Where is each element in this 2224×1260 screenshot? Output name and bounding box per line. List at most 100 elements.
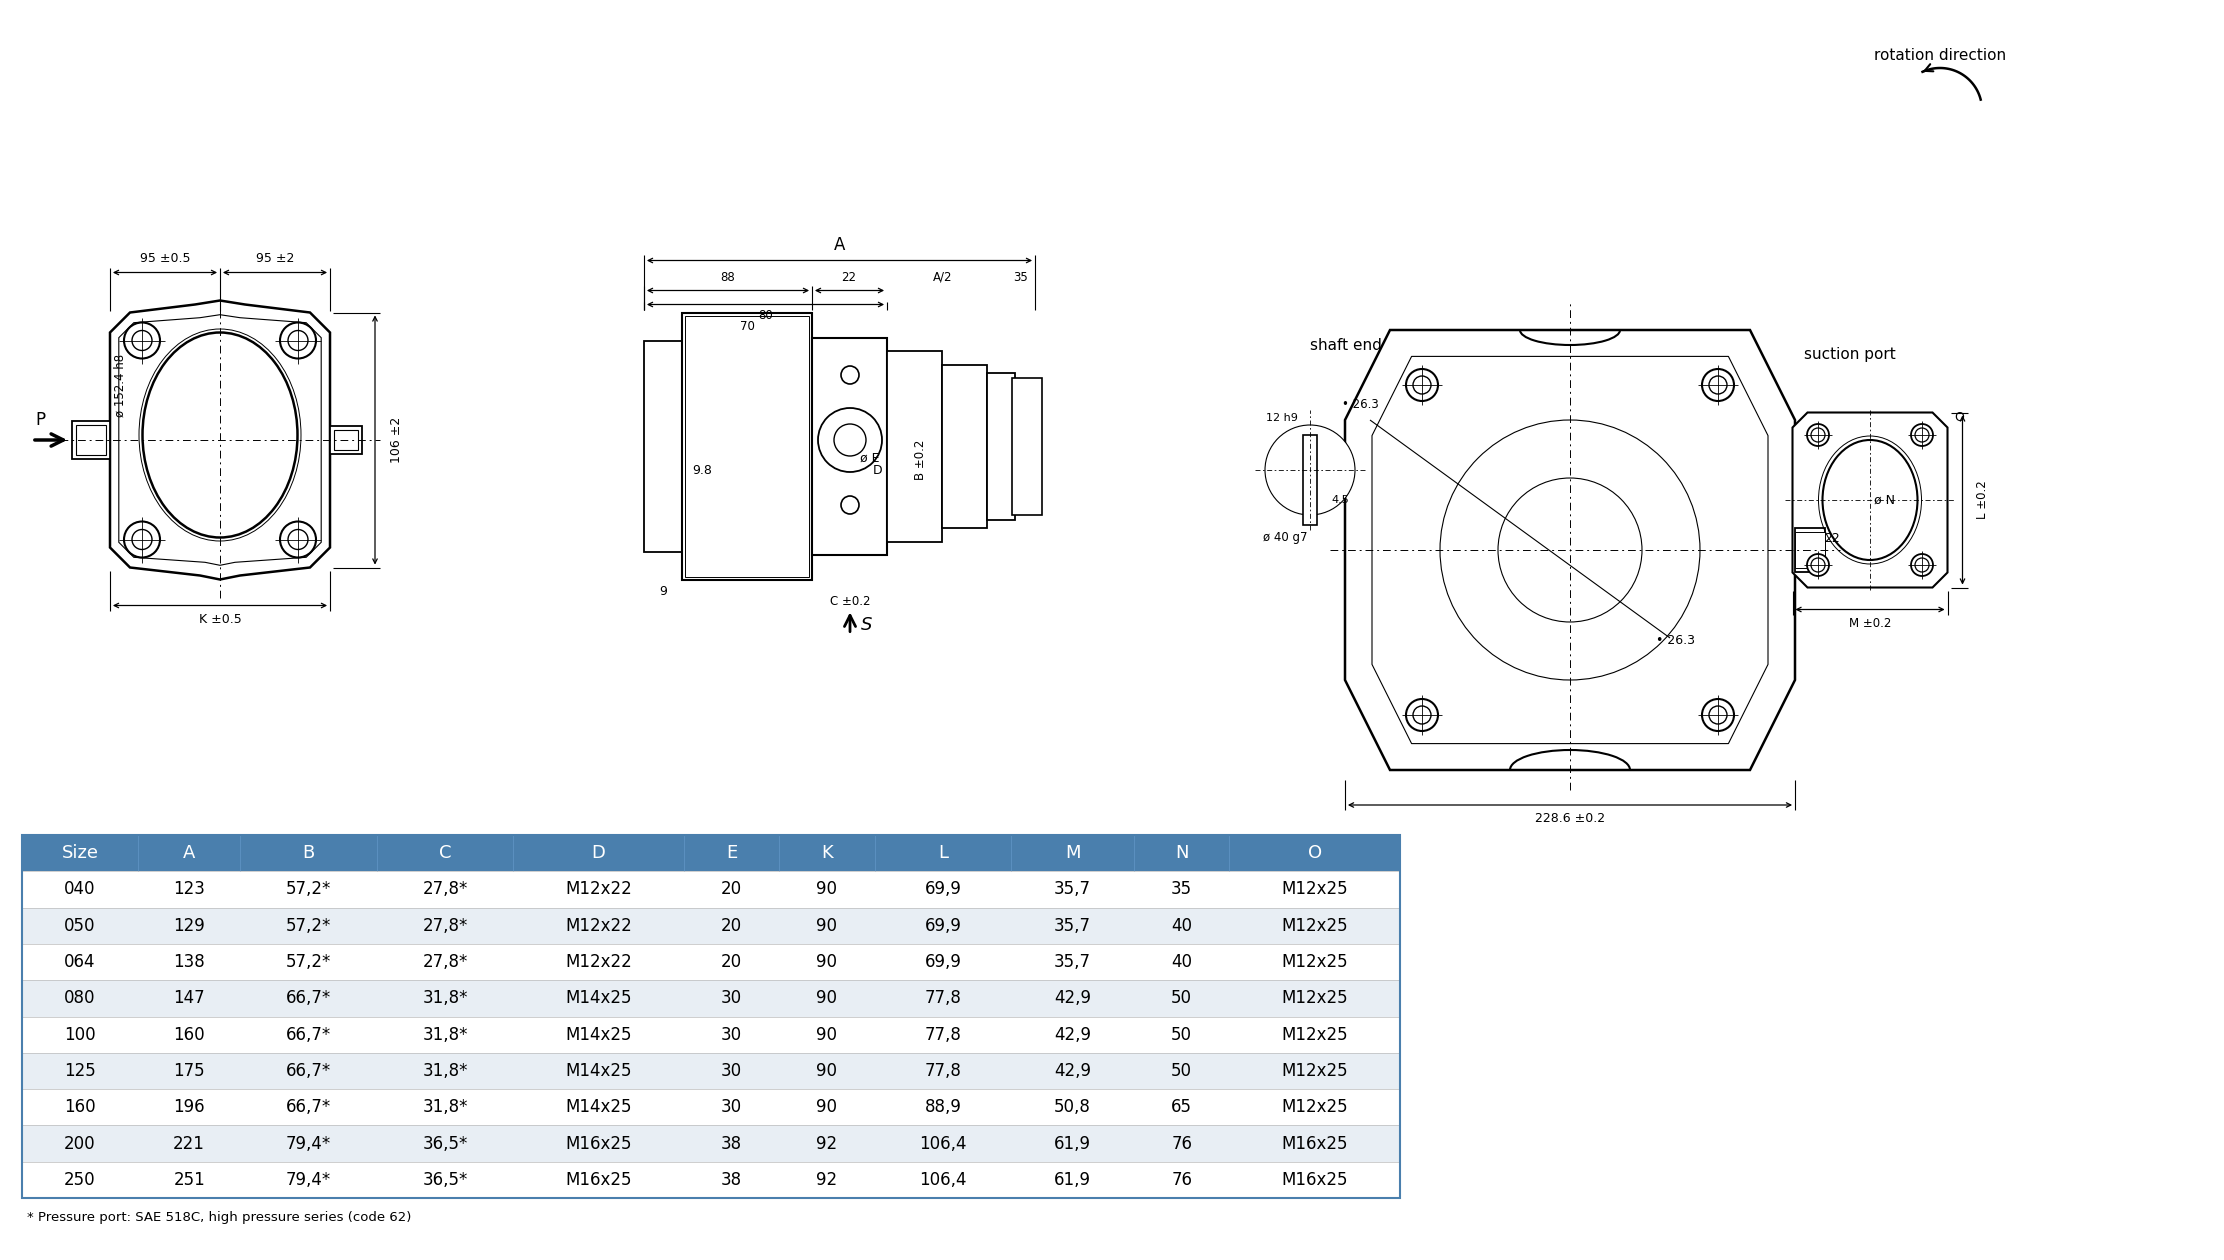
Bar [683, 312, 812, 580]
Ellipse shape [1821, 440, 1917, 559]
Bar [22, 1089, 1399, 1125]
Text: 66,7*: 66,7* [287, 1026, 331, 1043]
Circle shape [841, 365, 858, 384]
Text: 80: 80 [758, 309, 774, 323]
Text: M12x25: M12x25 [1281, 881, 1348, 898]
Text: 57,2*: 57,2* [287, 881, 331, 898]
Bar [1012, 378, 1043, 514]
Circle shape [1708, 375, 1728, 394]
Text: 22: 22 [841, 271, 856, 284]
Bar [22, 944, 1399, 980]
Text: 200: 200 [64, 1134, 96, 1153]
Text: D: D [592, 844, 605, 862]
Text: 90: 90 [816, 881, 838, 898]
Text: ø 152.4 h8: ø 152.4 h8 [113, 354, 127, 417]
Circle shape [1915, 558, 1928, 572]
Text: 66,7*: 66,7* [287, 989, 331, 1007]
Text: S: S [861, 615, 872, 634]
Text: 95 ±2: 95 ±2 [256, 252, 294, 265]
Circle shape [280, 522, 316, 557]
Text: 88,9: 88,9 [925, 1099, 961, 1116]
Text: 106 ±2: 106 ±2 [391, 417, 403, 464]
Bar [812, 338, 887, 554]
Text: 250: 250 [64, 1171, 96, 1189]
Text: 90: 90 [816, 1099, 838, 1116]
Circle shape [1506, 485, 1635, 615]
Text: 31,8*: 31,8* [423, 989, 467, 1007]
Text: 50: 50 [1172, 1026, 1192, 1043]
Bar [22, 1162, 1399, 1198]
Text: L: L [939, 844, 947, 862]
Text: B ±0.2: B ±0.2 [914, 440, 927, 480]
Text: M12x25: M12x25 [1281, 989, 1348, 1007]
Text: 42,9: 42,9 [1054, 1026, 1092, 1043]
Text: O: O [1955, 411, 1964, 425]
Circle shape [1439, 420, 1699, 680]
Ellipse shape [142, 333, 298, 538]
Text: M16x25: M16x25 [1281, 1134, 1348, 1153]
Text: 66,7*: 66,7* [287, 1099, 331, 1116]
Text: M12x25: M12x25 [1281, 1026, 1348, 1043]
Text: 50,8: 50,8 [1054, 1099, 1092, 1116]
Bar [1303, 435, 1317, 525]
Bar [22, 980, 1399, 1017]
Circle shape [1499, 478, 1641, 622]
Circle shape [1272, 432, 1348, 508]
Text: M14x25: M14x25 [565, 1026, 632, 1043]
Text: 35,7: 35,7 [1054, 953, 1092, 971]
Bar [22, 1053, 1399, 1089]
Text: 65: 65 [1172, 1099, 1192, 1116]
Text: 61,9: 61,9 [1054, 1134, 1092, 1153]
Bar [329, 426, 363, 454]
Bar [71, 421, 109, 459]
Text: 36,5*: 36,5* [423, 1171, 467, 1189]
Text: 30: 30 [721, 989, 743, 1007]
Polygon shape [1793, 412, 1948, 587]
Text: C: C [438, 844, 451, 862]
Text: 251: 251 [173, 1171, 205, 1189]
Text: ø 40 g7: ø 40 g7 [1263, 532, 1308, 544]
Text: 69,9: 69,9 [925, 881, 961, 898]
Text: M12x22: M12x22 [565, 953, 632, 971]
Text: 88: 88 [721, 271, 736, 284]
Text: A/2: A/2 [932, 271, 952, 284]
Circle shape [1406, 699, 1439, 731]
Text: 064: 064 [64, 953, 96, 971]
Text: 38: 38 [721, 1171, 743, 1189]
Text: M ±0.2: M ±0.2 [1848, 617, 1890, 630]
Text: 77,8: 77,8 [925, 1062, 961, 1080]
Circle shape [1265, 425, 1354, 515]
Text: 160: 160 [173, 1026, 205, 1043]
Circle shape [1701, 369, 1735, 401]
Text: C ±0.2: C ±0.2 [830, 595, 870, 609]
Text: 95 ±0.5: 95 ±0.5 [140, 252, 191, 265]
Text: 90: 90 [816, 953, 838, 971]
Text: * Pressure port: SAE 518C, high pressure series (code 62): * Pressure port: SAE 518C, high pressure… [27, 1212, 411, 1225]
Circle shape [1412, 706, 1430, 724]
Text: 050: 050 [64, 917, 96, 935]
Text: • 26.3: • 26.3 [1655, 634, 1695, 646]
Text: 196: 196 [173, 1099, 205, 1116]
Text: M12x25: M12x25 [1281, 953, 1348, 971]
Text: O: O [1308, 844, 1321, 862]
Text: 22: 22 [1824, 532, 1839, 544]
Text: rotation direction: rotation direction [1875, 48, 2006, 63]
Text: 90: 90 [816, 1062, 838, 1080]
Text: P: P [36, 411, 44, 428]
Text: 69,9: 69,9 [925, 917, 961, 935]
Text: 50: 50 [1172, 989, 1192, 1007]
Bar [685, 315, 810, 577]
Text: • 26.3: • 26.3 [1341, 398, 1379, 412]
Circle shape [841, 496, 858, 514]
Circle shape [1708, 706, 1728, 724]
Circle shape [1810, 558, 1826, 572]
Bar [22, 1125, 1399, 1162]
Circle shape [1806, 554, 1828, 576]
Circle shape [1910, 554, 1933, 576]
Circle shape [1810, 428, 1826, 442]
Text: 123: 123 [173, 881, 205, 898]
Circle shape [1701, 699, 1735, 731]
Text: L ±0.2: L ±0.2 [1975, 480, 1988, 519]
Text: 35: 35 [1014, 271, 1027, 284]
Bar [22, 835, 1399, 872]
